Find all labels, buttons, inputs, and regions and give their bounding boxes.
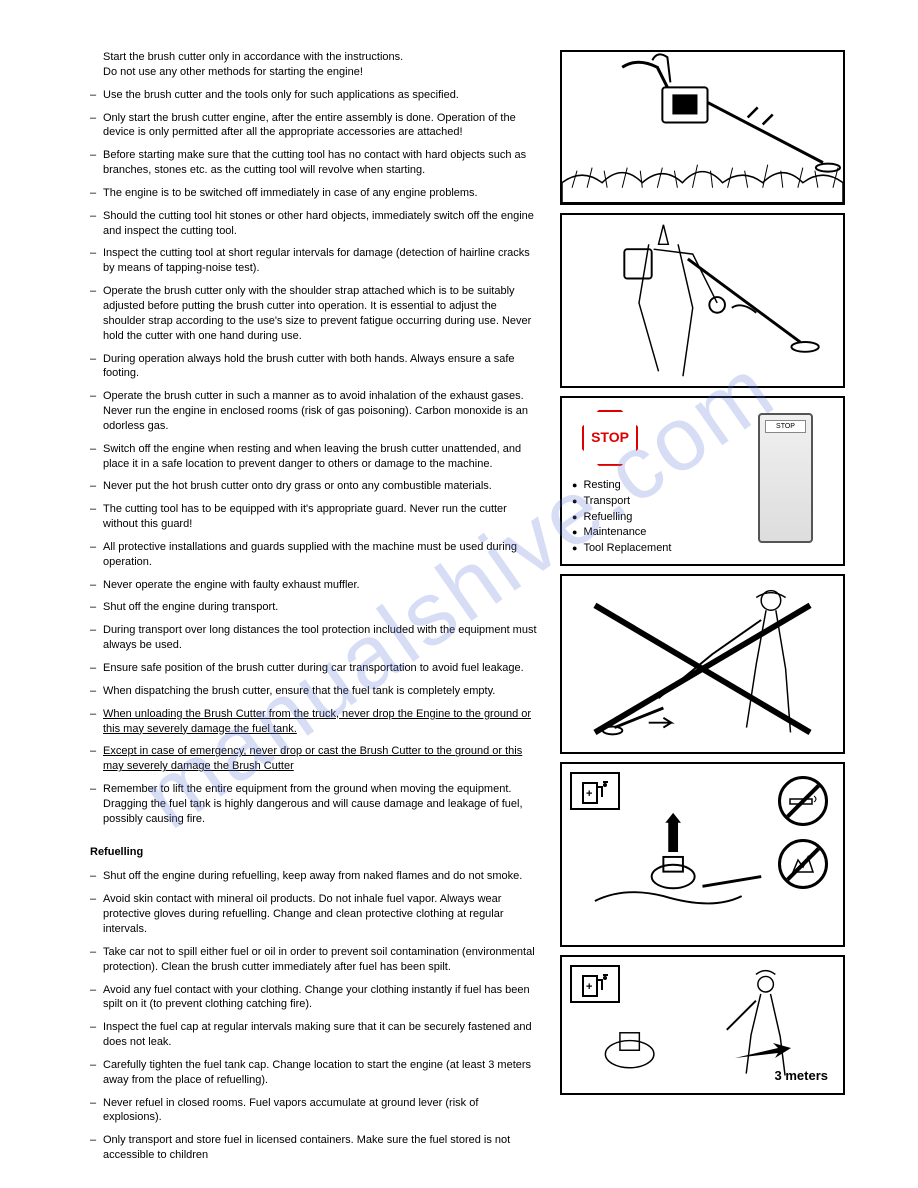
page-layout: Start the brush cutter only in accordanc… [90, 50, 888, 1171]
list-item: Shut off the engine during transport. [90, 600, 540, 615]
illustration-stop-panel: STOP Resting Transport Refuelling Mainte… [560, 396, 845, 566]
refuelling-list: Shut off the engine during refuelling, k… [90, 869, 540, 1163]
svg-text:+: + [586, 788, 592, 800]
list-item: Never refuel in closed rooms. Fuel vapor… [90, 1096, 540, 1126]
list-item: Before starting make sure that the cutti… [90, 148, 540, 178]
stop-list-item: Resting [572, 478, 672, 493]
meters-label: 3 meters [775, 1067, 828, 1085]
list-item: Avoid skin contact with mineral oil prod… [90, 892, 540, 937]
fuel-station-icon: + [570, 772, 620, 810]
list-item: Inspect the cutting tool at short regula… [90, 246, 540, 276]
stop-content: STOP Resting Transport Refuelling Mainte… [572, 405, 672, 557]
list-item: Operate the brush cutter in such a manne… [90, 389, 540, 434]
list-item: Only start the brush cutter engine, afte… [90, 111, 540, 141]
stop-list-item: Tool Replacement [572, 541, 672, 556]
brush-cutter-grass-icon [562, 52, 843, 203]
stop-list-item: Transport [572, 494, 672, 509]
list-item: Avoid any fuel contact with your clothin… [90, 983, 540, 1013]
illustration-distance: + 3 meters [560, 955, 845, 1095]
wrong-carry-icon [562, 576, 843, 752]
illustration-operator-strap [560, 213, 845, 388]
control-panel-icon [758, 413, 813, 543]
list-item: Remember to lift the entire equipment fr… [90, 782, 540, 827]
stop-sign-icon: STOP [582, 410, 638, 466]
list-item: Ensure safe position of the brush cutter… [90, 661, 540, 676]
illustration-column: STOP Resting Transport Refuelling Mainte… [560, 50, 845, 1171]
refuelling-heading: Refuelling [90, 845, 540, 860]
stop-octagon: STOP [582, 410, 638, 466]
intro-line-2: Do not use any other methods for startin… [103, 66, 363, 78]
underlined-text: When unloading the Brush Cutter from the… [103, 708, 531, 735]
illustration-refuelling: + [560, 762, 845, 947]
list-item: Operate the brush cutter only with the s… [90, 284, 540, 343]
stop-list-item: Maintenance [572, 525, 672, 540]
text-column: Start the brush cutter only in accordanc… [90, 50, 540, 1171]
arrow-icon [733, 1043, 793, 1063]
fuel-station-icon: + [570, 965, 620, 1003]
svg-text:+: + [586, 981, 592, 993]
no-fire-icon [778, 839, 828, 889]
stop-list: Resting Transport Refuelling Maintenance… [572, 478, 672, 557]
list-item: When dispatching the brush cutter, ensur… [90, 684, 540, 699]
list-item: All protective installations and guards … [90, 540, 540, 570]
list-item: Inspect the fuel cap at regular interval… [90, 1020, 540, 1050]
illustration-operator-grass [560, 50, 845, 205]
list-item: Never operate the engine with faulty exh… [90, 578, 540, 593]
list-item: Except in case of emergency, never drop … [90, 744, 540, 774]
operator-strap-icon [562, 215, 843, 386]
list-item: Use the brush cutter and the tools only … [90, 88, 540, 103]
list-item: When unloading the Brush Cutter from the… [90, 707, 540, 737]
list-item: During operation always hold the brush c… [90, 352, 540, 382]
intro-line-1: Start the brush cutter only in accordanc… [103, 51, 403, 63]
list-item: The engine is to be switched off immedia… [90, 186, 540, 201]
list-item: Carefully tighten the fuel tank cap. Cha… [90, 1058, 540, 1088]
no-smoking-icon [778, 776, 828, 826]
intro-text: Start the brush cutter only in accordanc… [90, 50, 540, 80]
list-item: Should the cutting tool hit stones or ot… [90, 209, 540, 239]
list-item: Take car not to spill either fuel or oil… [90, 945, 540, 975]
main-instruction-list: Use the brush cutter and the tools only … [90, 88, 540, 827]
list-item: Shut off the engine during refuelling, k… [90, 869, 540, 884]
list-item: Only transport and store fuel in license… [90, 1133, 540, 1163]
illustration-wrong-carry [560, 574, 845, 754]
list-item: The cutting tool has to be equipped with… [90, 502, 540, 532]
list-item: Never put the hot brush cutter onto dry … [90, 479, 540, 494]
list-item: Switch off the engine when resting and w… [90, 442, 540, 472]
list-item: During transport over long distances the… [90, 623, 540, 653]
stop-list-item: Refuelling [572, 510, 672, 525]
underlined-text: Except in case of emergency, never drop … [103, 745, 522, 772]
